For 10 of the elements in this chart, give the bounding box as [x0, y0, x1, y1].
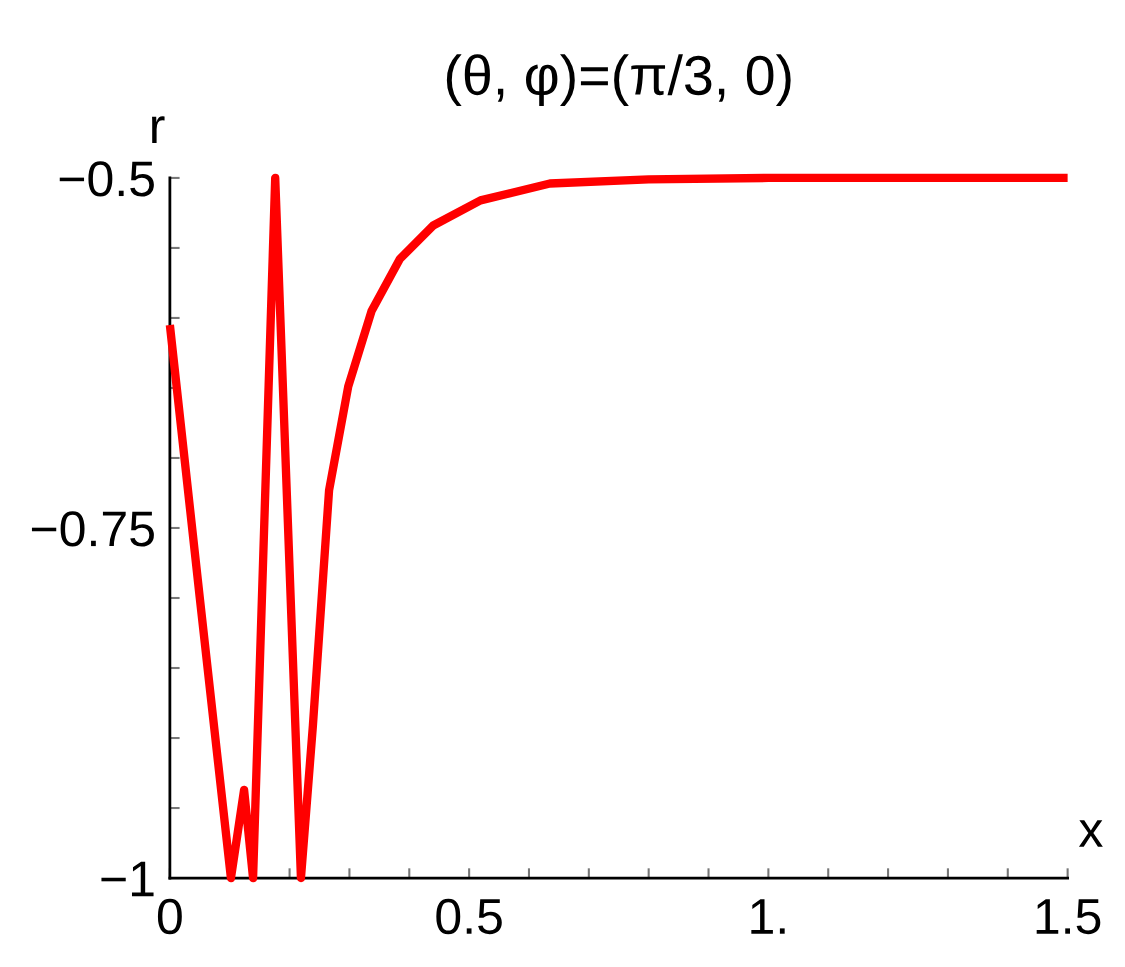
- y-axis-title: r: [152, 116, 165, 144]
- y-tick-label: −0.75: [31, 511, 154, 547]
- x-tick-label: 1.: [751, 899, 785, 934]
- y-tick-label: −0.5: [59, 161, 154, 197]
- x-tick-label: 0: [157, 898, 182, 935]
- x-tick-label: 0.5: [436, 898, 502, 935]
- x-axis-title: x: [1078, 820, 1103, 847]
- chart-title: (θ, φ)=(π/3, 0): [446, 54, 791, 107]
- x-tick-label: 1.5: [1036, 899, 1101, 935]
- y-tick-label: −1: [101, 861, 154, 897]
